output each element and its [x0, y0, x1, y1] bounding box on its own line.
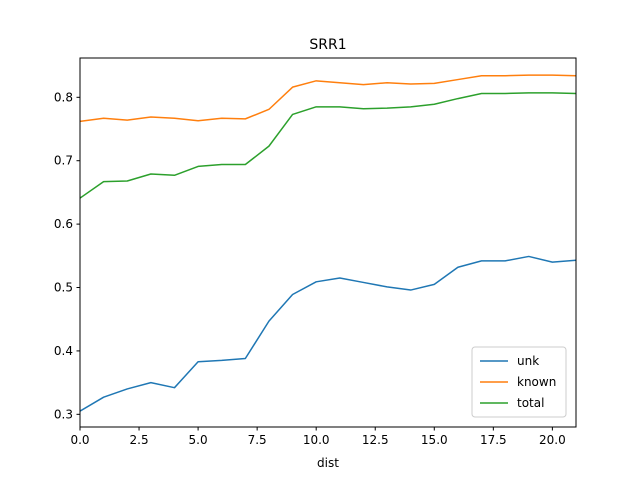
y-tick-label: 0.6 — [54, 217, 73, 231]
y-tick-label: 0.4 — [54, 344, 73, 358]
x-axis-label: dist — [317, 456, 339, 470]
legend-box — [471, 346, 567, 418]
y-tick-label: 0.3 — [54, 407, 73, 421]
legend-label-unk: unk — [517, 354, 539, 368]
x-tick-label: 10.0 — [303, 433, 330, 447]
x-tick-label: 17.5 — [480, 433, 507, 447]
x-tick-label: 7.5 — [248, 433, 267, 447]
chart-title: SRR1 — [309, 37, 346, 53]
y-axis: 0.3 0.4 0.5 0.6 0.7 0.8 — [54, 90, 80, 421]
series-line-known — [80, 74, 576, 123]
x-tick-label: 15.0 — [421, 433, 448, 447]
x-tick-label: 12.5 — [362, 433, 389, 447]
series-line-unk — [80, 255, 576, 413]
x-tick-label: 2.5 — [130, 433, 149, 447]
y-tick-label: 0.5 — [54, 281, 73, 295]
y-tick-label: 0.7 — [54, 154, 73, 168]
legend: unk known total — [471, 346, 567, 418]
x-axis: 0.0 2.5 5.0 7.5 10.0 12.5 15.0 17.5 20.0 — [70, 427, 566, 447]
legend-label-total: total — [517, 396, 544, 410]
y-tick-label: 0.8 — [54, 90, 73, 104]
series-layer — [80, 74, 576, 413]
x-tick-label: 20.0 — [539, 433, 566, 447]
series-line-total — [80, 92, 576, 200]
x-tick-label: 0.0 — [70, 433, 89, 447]
legend-label-known: known — [517, 375, 556, 389]
x-tick-label: 5.0 — [189, 433, 208, 447]
plot-frame — [79, 57, 577, 428]
